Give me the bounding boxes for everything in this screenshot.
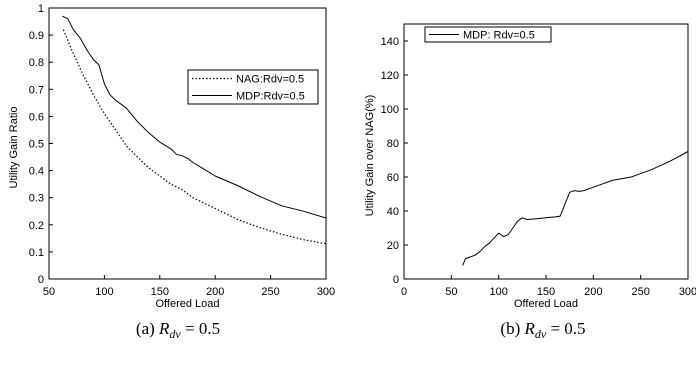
- plot-frame: [403, 23, 689, 280]
- caption-subscript: dv: [535, 327, 547, 341]
- x-tick-label: 100: [489, 286, 507, 298]
- y-tick-label: 40: [387, 206, 399, 218]
- plot-frame: [48, 7, 327, 280]
- y-axis-label: Utility Gain Ratio: [8, 107, 20, 189]
- legend-entry-1: NAG:Rdv=0.5: [236, 74, 304, 86]
- caption-label: (a): [136, 319, 159, 338]
- y-tick-label: 0.4: [29, 166, 44, 178]
- y-tick-label: 0.9: [29, 30, 44, 42]
- x-tick-label: 250: [631, 286, 649, 298]
- y-tick-label: 60: [387, 172, 399, 184]
- y-tick-label: 0.7: [29, 84, 44, 96]
- x-tick-label: 300: [317, 286, 335, 298]
- y-tick-label: 100: [381, 104, 399, 116]
- x-axis-label: Offered Load: [155, 298, 219, 310]
- x-tick-label: 250: [261, 286, 279, 298]
- series-line-1: [462, 151, 688, 266]
- chart-caption: (a) Rdv = 0.5: [136, 319, 220, 341]
- x-tick-label: 300: [679, 286, 696, 298]
- x-tick-label: 200: [206, 286, 224, 298]
- y-tick-label: 0.2: [29, 220, 44, 232]
- caption-subscript: dv: [169, 327, 181, 341]
- y-tick-label: 0.5: [29, 139, 44, 151]
- caption-value: = 0.5: [546, 319, 585, 338]
- y-tick-label: 20: [387, 240, 399, 252]
- y-tick-label: 0.6: [29, 111, 44, 123]
- legend-box: [424, 26, 552, 43]
- series-line-2: [62, 15, 326, 219]
- x-tick-label: 150: [537, 286, 555, 298]
- caption-value: = 0.5: [181, 319, 220, 338]
- caption-variable: R: [158, 319, 170, 338]
- x-tick-label: 0: [401, 286, 407, 298]
- x-tick-label: 200: [584, 286, 602, 298]
- x-tick-label: 100: [95, 286, 113, 298]
- chart-b: 0 20 40 60 80 100 120 140 0 50 100 150 200 250 300 Offe…: [364, 23, 696, 341]
- x-tick-label: 150: [151, 286, 169, 298]
- legend-entry-2: MDP:Rdv=0.5: [236, 91, 305, 103]
- legend-box: [187, 69, 319, 105]
- x-tick-label: 50: [445, 286, 457, 298]
- y-tick-label: 1: [38, 3, 44, 15]
- y-tick-label: 0.8: [29, 57, 44, 69]
- caption-variable: R: [524, 319, 536, 338]
- y-tick-label: 140: [381, 36, 399, 48]
- series-line-1: [62, 29, 326, 245]
- x-axis-label: Offered Load: [514, 298, 578, 310]
- x-tick-label: 50: [43, 286, 55, 298]
- y-tick-label: 0: [393, 274, 399, 286]
- legend-entry-1: MDP: Rdv=0.5: [463, 30, 535, 42]
- y-tick-label: 120: [381, 70, 399, 82]
- y-tick-label: 0.1: [29, 247, 44, 259]
- y-axis-label: Utility Gain over NAG(%): [364, 95, 376, 217]
- caption-label: (b): [500, 319, 524, 338]
- y-tick-label: 80: [387, 138, 399, 150]
- y-tick-label: 0: [38, 274, 44, 286]
- chart-caption: (b) Rdv = 0.5: [500, 319, 585, 341]
- y-tick-label: 0.3: [29, 193, 44, 205]
